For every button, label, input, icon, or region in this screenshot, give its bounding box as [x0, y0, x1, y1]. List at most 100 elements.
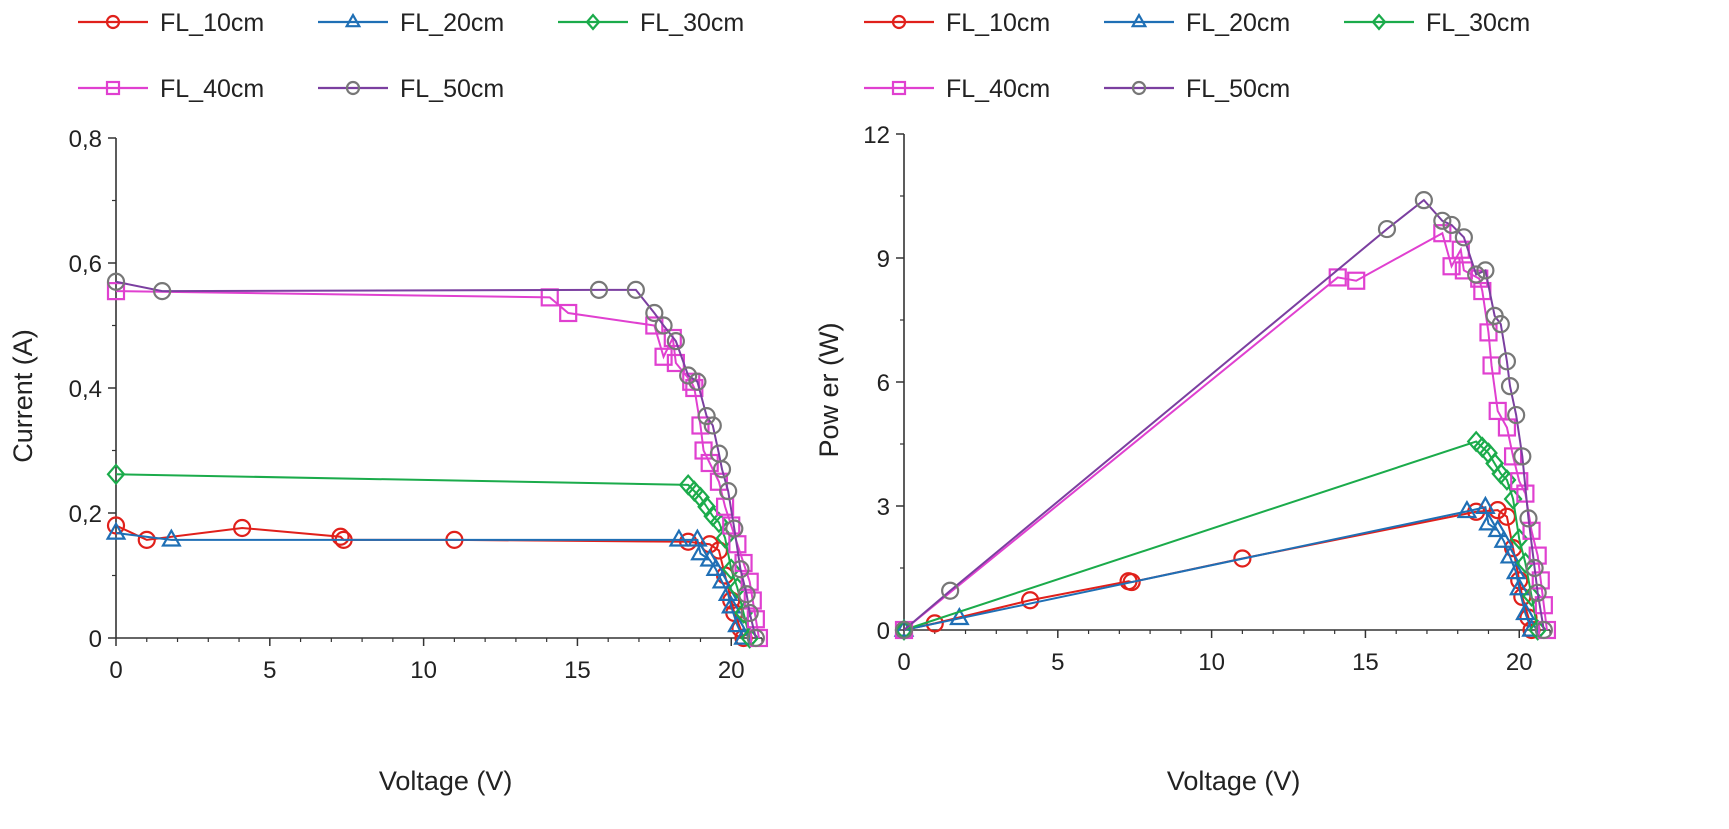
series-line: [903, 231, 1548, 631]
x-tick-label: 0: [897, 649, 910, 676]
y-tick-label: 6: [877, 370, 890, 397]
data-point: [1510, 472, 1529, 491]
legend-marker: [1371, 13, 1387, 31]
data-point: [719, 482, 738, 501]
legend-label: FL_10cm: [946, 9, 1050, 37]
data-point: [161, 528, 182, 547]
x-tick-label: 5: [1051, 649, 1064, 676]
legend-label: FL_40cm: [160, 75, 264, 103]
data-point: [663, 328, 682, 348]
series-line: [903, 198, 1545, 631]
y-tick-label: 9: [877, 246, 890, 273]
data-point: [746, 628, 765, 648]
x-tick-label: 5: [263, 657, 276, 684]
legend-item: FL_30cm: [1344, 9, 1530, 37]
series-line: [903, 509, 1533, 631]
data-point: [1525, 558, 1544, 578]
y-axis-title: Current (A): [8, 329, 38, 463]
data-point: [1528, 583, 1547, 602]
legend-item: FL_10cm: [78, 9, 264, 37]
data-point: [1454, 228, 1473, 247]
data-point: [1488, 401, 1507, 421]
legend-item: FL_50cm: [318, 75, 504, 103]
y-axis-title: Pow er (W): [814, 323, 844, 458]
y-tick-label: 3: [877, 494, 890, 521]
data-point: [697, 495, 717, 518]
y-tick-label: 12: [863, 122, 890, 149]
legend-label: FL_40cm: [946, 75, 1050, 103]
legend-marker: [105, 80, 121, 96]
data-point: [668, 528, 690, 547]
data-point: [105, 521, 127, 540]
series-line: [115, 290, 760, 639]
series-FL_30cm: [106, 463, 760, 649]
data-point: [679, 366, 698, 385]
data-point: [137, 530, 156, 549]
data-point: [709, 472, 729, 491]
data-point: [1500, 377, 1520, 396]
data-point: [1456, 499, 1478, 519]
legend-item: FL_10cm: [864, 9, 1050, 37]
series-line: [115, 524, 745, 639]
legend-marker: [345, 80, 361, 96]
data-point: [941, 581, 960, 600]
data-point: [1497, 352, 1517, 371]
data-point: [559, 303, 578, 323]
x-tick-label: 20: [718, 657, 745, 684]
data-point: [1377, 219, 1397, 239]
data-point: [722, 516, 741, 535]
data-point: [1122, 572, 1141, 592]
data-point: [1528, 546, 1547, 565]
data-point: [743, 591, 762, 610]
data-point: [106, 463, 126, 486]
y-tick-label: 0,4: [69, 376, 102, 403]
data-point: [949, 606, 970, 626]
data-point: [1505, 561, 1527, 580]
data-point: [1497, 418, 1517, 437]
data-point: [1508, 577, 1530, 596]
series-line: [903, 440, 1539, 631]
data-point: [1414, 191, 1433, 210]
legend-item: FL_40cm: [864, 75, 1050, 103]
x-tick-label: 15: [1352, 649, 1379, 676]
series-FL_50cm: [894, 191, 1553, 640]
data-point: [106, 282, 126, 301]
data-point: [1233, 549, 1252, 568]
series-FL_10cm: [894, 501, 1541, 640]
data-point: [1493, 529, 1515, 548]
series-line: [115, 532, 745, 639]
data-point: [687, 528, 708, 547]
data-point: [1433, 211, 1452, 230]
data-point: [1487, 518, 1508, 538]
y-tick-label: 0,8: [69, 126, 102, 153]
series-FL_40cm: [106, 282, 769, 648]
data-point: [679, 532, 698, 551]
data-point: [1499, 545, 1521, 564]
data-point: [712, 460, 732, 479]
data-point: [1479, 323, 1498, 342]
data-point: [654, 316, 673, 335]
data-point: [725, 519, 744, 538]
data-point: [720, 595, 742, 614]
legend-marker: [1130, 12, 1148, 28]
data-point: [1478, 512, 1499, 531]
legend-label: FL_30cm: [640, 9, 744, 37]
legend-marker: [344, 12, 362, 28]
x-tick-label: 0: [109, 657, 122, 684]
data-point: [153, 282, 172, 301]
data-point: [1503, 447, 1523, 466]
data-point: [1491, 315, 1510, 334]
legend-marker: [585, 13, 601, 31]
x-tick-label: 20: [1506, 649, 1533, 676]
legend-label: FL_30cm: [1426, 9, 1530, 37]
x-tick-label: 10: [410, 657, 437, 684]
data-point: [894, 620, 914, 640]
x-axis-title: Voltage (V): [379, 766, 513, 796]
data-point: [331, 527, 350, 546]
legend-item: FL_20cm: [1104, 9, 1290, 37]
data-point: [1347, 271, 1366, 290]
data-point: [645, 303, 664, 323]
series-FL_10cm: [106, 516, 753, 648]
data-point: [233, 518, 252, 538]
